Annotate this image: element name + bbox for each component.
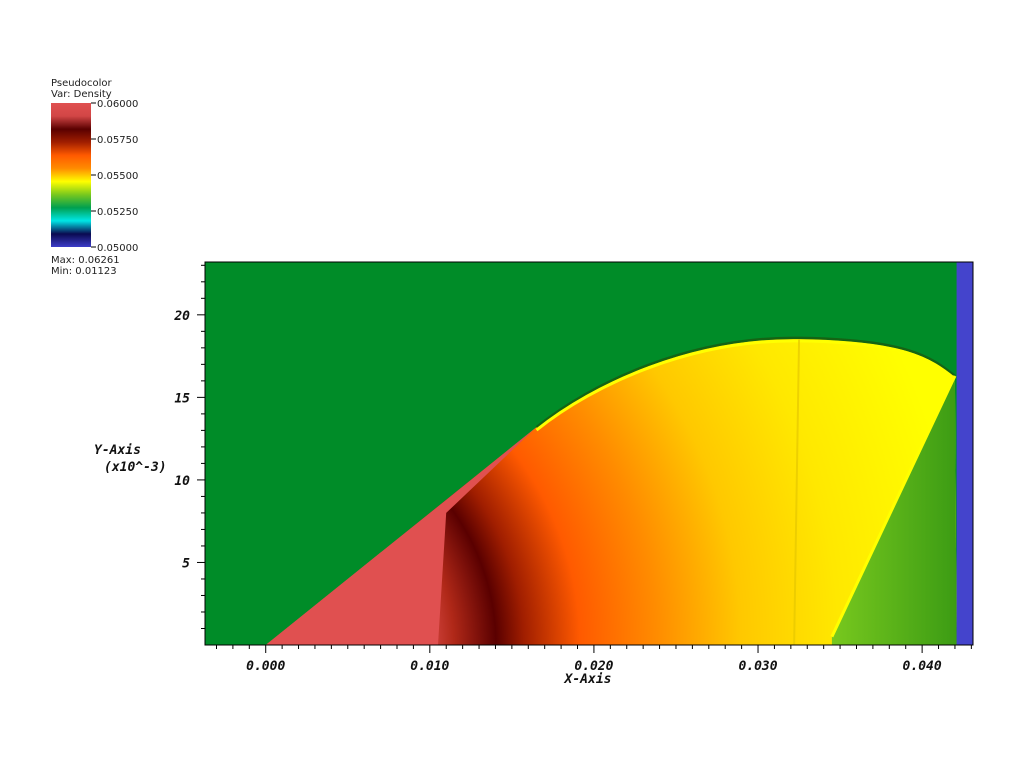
x-tick-label: 0.000 <box>246 659 285 674</box>
plot-frame <box>204 261 974 646</box>
y-tick-label: 15 <box>174 391 190 406</box>
x-tick-label: 0.030 <box>738 659 777 674</box>
colorbar-tick-label: 0.05500 <box>97 171 138 182</box>
x-tick-label: 0.040 <box>903 659 942 674</box>
colorbar-tick-label: 0.05250 <box>97 207 138 218</box>
colorbar-tick-label: 0.05750 <box>97 135 138 146</box>
legend-plot-type: Pseudocolor <box>51 78 113 89</box>
legend-max: Max: 0.06261 <box>51 255 120 266</box>
reflected-region <box>831 375 957 645</box>
colorbar-ticks: 0.06000 0.05750 0.05500 0.05250 0.05000 <box>91 99 138 254</box>
legend-min: Min: 0.01123 <box>51 266 117 277</box>
bow-shock-edge <box>535 336 956 429</box>
y-axis-scale-note: (x10^-3) <box>104 460 167 475</box>
density-field <box>205 262 973 645</box>
y-axis: 5 10 15 20 <box>173 264 205 629</box>
wedge-region <box>265 427 537 645</box>
colorbar-tick-label: 0.06000 <box>97 99 138 110</box>
y-tick-label: 5 <box>182 556 190 571</box>
y-tick-label: 10 <box>174 474 190 489</box>
reflected-shock <box>830 375 957 638</box>
y-tick-label: 20 <box>173 309 190 324</box>
bow-shock-front <box>535 339 956 432</box>
y-axis-title: Y-Axis <box>94 443 141 458</box>
x-axis-title: X-Axis <box>564 672 612 687</box>
colorbar-tick-label: 0.05000 <box>97 243 138 254</box>
right-boundary <box>956 262 973 645</box>
x-axis: 0.000 0.010 0.020 0.030 0.040 <box>215 645 972 674</box>
contact-discontinuity <box>793 339 801 645</box>
legend-variable: Var: Density <box>51 89 112 100</box>
x-tick-label: 0.010 <box>410 659 449 674</box>
colorbar-legend: Pseudocolor Var: Density 0.060000.057500… <box>51 78 138 277</box>
colorbar <box>51 103 91 247</box>
x-tick-label: 0.020 <box>574 659 613 674</box>
